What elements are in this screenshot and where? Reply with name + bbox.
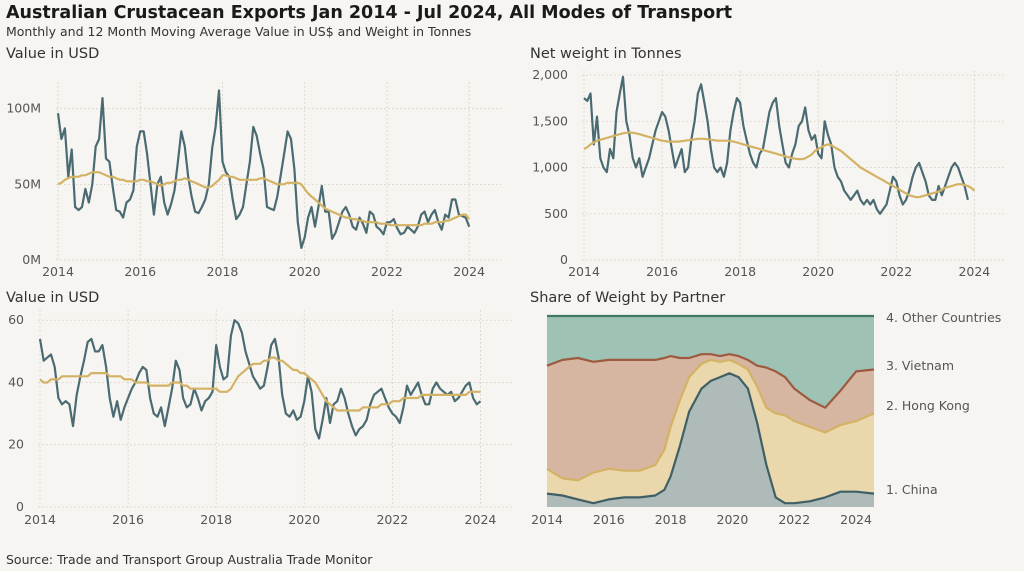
area-series-label: 4. Other Countries: [886, 310, 1001, 325]
y-tick-label: 1,500: [532, 113, 568, 128]
x-tick-label: 2016: [593, 512, 625, 527]
x-tick-label: 2024: [958, 264, 990, 279]
x-tick-label: 2020: [717, 512, 749, 527]
x-tick-label: 2016: [112, 512, 144, 527]
x-tick-label: 2016: [646, 264, 678, 279]
monthly-series-line: [583, 75, 969, 215]
y-tick-label: 1,000: [532, 160, 568, 175]
x-tick-label: 2022: [376, 512, 408, 527]
area-series-label: 2. Hong Kong: [886, 398, 970, 413]
monthly-series-line: [38, 319, 482, 440]
x-tick-label: 2018: [200, 512, 232, 527]
source-note: Source: Trade and Transport Group Austra…: [6, 552, 373, 567]
x-tick-label: 2018: [655, 512, 687, 527]
x-tick-label: 2020: [289, 264, 321, 279]
y-tick-label: 60: [8, 312, 24, 327]
x-tick-label: 2014: [24, 512, 56, 527]
y-tick-label: 0: [16, 499, 24, 514]
chart-title: Australian Crustacean Exports Jan 2014 -…: [6, 3, 733, 23]
y-tick-label: 0M: [22, 252, 41, 267]
moving-average-line: [583, 131, 976, 199]
x-tick-label: 2024: [840, 512, 872, 527]
area-boundary-line: [546, 353, 875, 409]
area-hong-kong: [547, 359, 874, 504]
x-tick-label: 2018: [207, 264, 239, 279]
x-tick-label: 2022: [778, 512, 810, 527]
x-tick-label: 2020: [288, 512, 320, 527]
moving-average-line: [39, 356, 481, 412]
x-tick-label: 2014: [42, 264, 74, 279]
area-boundary-line: [546, 358, 875, 482]
y-tick-label: 40: [8, 374, 24, 389]
x-tick-label: 2022: [880, 264, 912, 279]
x-tick-label: 2014: [568, 264, 600, 279]
x-tick-label: 2022: [371, 264, 403, 279]
x-tick-label: 2018: [724, 264, 756, 279]
x-tick-label: 2016: [124, 264, 156, 279]
chart-subtitle: Monthly and 12 Month Moving Average Valu…: [6, 24, 472, 39]
x-tick-label: 2014: [531, 512, 563, 527]
area-series-label: 1. China: [886, 482, 938, 497]
area-vietnam: [547, 354, 874, 481]
area-boundary-line: [546, 372, 875, 505]
x-tick-label: 2024: [465, 512, 497, 527]
panel-title: Net weight in Tonnes: [530, 46, 682, 62]
y-tick-label: 20: [8, 437, 24, 452]
y-tick-label: 500: [544, 206, 568, 221]
monthly-series-line: [56, 89, 471, 249]
moving-average-line: [57, 171, 471, 227]
panel-title: Value in USD: [6, 290, 99, 306]
area-series-label: 3. Vietnam: [886, 358, 954, 373]
y-tick-label: 0: [560, 252, 568, 267]
y-tick-label: 2,000: [532, 67, 568, 82]
panel-title: Share of Weight by Partner: [530, 290, 725, 306]
x-tick-label: 2024: [453, 264, 485, 279]
x-tick-label: 2020: [802, 264, 834, 279]
y-tick-label: 50M: [14, 176, 41, 191]
panel-title: Value in USD: [6, 46, 99, 62]
area-china: [547, 373, 874, 507]
y-tick-label: 100M: [6, 101, 41, 116]
